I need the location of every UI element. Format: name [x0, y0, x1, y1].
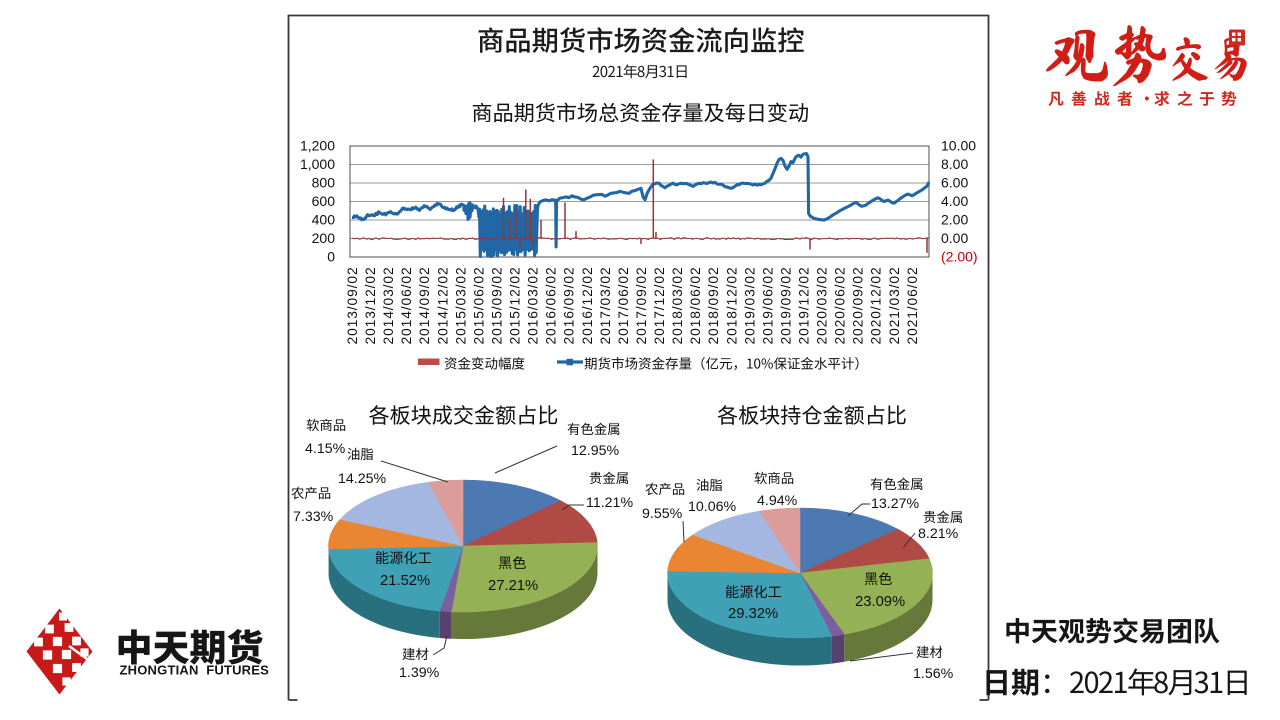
svg-text:2017/06/02: 2017/06/02: [616, 266, 631, 344]
svg-text:600: 600: [312, 193, 336, 209]
svg-text:2018/03/02: 2018/03/02: [670, 266, 685, 344]
svg-text:14.25%: 14.25%: [338, 471, 387, 487]
svg-text:800: 800: [312, 175, 336, 191]
svg-text:2020/12/02: 2020/12/02: [869, 266, 884, 344]
svg-text:6.00: 6.00: [941, 175, 968, 191]
svg-text:8.00: 8.00: [941, 156, 968, 172]
svg-text:12.95%: 12.95%: [571, 443, 620, 459]
svg-text:2020/03/02: 2020/03/02: [815, 266, 830, 344]
svg-text:2015/03/02: 2015/03/02: [453, 266, 468, 344]
svg-text:2019/09/02: 2019/09/02: [778, 266, 793, 344]
svg-text:2018/12/02: 2018/12/02: [724, 266, 739, 344]
svg-text:2013/09/02: 2013/09/02: [345, 266, 360, 344]
svg-text:4.15%: 4.15%: [305, 441, 346, 457]
svg-text:11.21%: 11.21%: [586, 495, 633, 511]
svg-text:2014/12/02: 2014/12/02: [435, 266, 450, 344]
svg-text:2016/06/02: 2016/06/02: [544, 266, 559, 344]
svg-text:27.21%: 27.21%: [488, 578, 538, 594]
svg-text:2021/06/02: 2021/06/02: [905, 266, 920, 344]
svg-text:2.00: 2.00: [941, 212, 968, 228]
svg-text:13.27%: 13.27%: [871, 496, 920, 512]
svg-text:ZHONGTIAN FUTURES: ZHONGTIAN FUTURES: [120, 663, 270, 678]
svg-text:2019/06/02: 2019/06/02: [760, 266, 775, 344]
svg-text:2013/12/02: 2013/12/02: [363, 266, 378, 344]
svg-text:2019/03/02: 2019/03/02: [742, 266, 757, 344]
svg-text:10.00: 10.00: [941, 138, 976, 154]
svg-text:2020/09/02: 2020/09/02: [851, 266, 866, 344]
svg-text:0.00: 0.00: [941, 230, 968, 246]
svg-text:29.32%: 29.32%: [728, 606, 778, 622]
svg-text:4.00: 4.00: [941, 193, 968, 209]
svg-text:8.21%: 8.21%: [918, 526, 959, 542]
svg-text:9.55%: 9.55%: [642, 506, 683, 522]
svg-text:2015/09/02: 2015/09/02: [490, 266, 505, 344]
svg-text:2014/03/02: 2014/03/02: [381, 266, 396, 344]
svg-text:2019/12/02: 2019/12/02: [797, 266, 812, 344]
svg-text:10.06%: 10.06%: [688, 499, 737, 515]
svg-text:400: 400: [312, 212, 336, 228]
svg-text:1.56%: 1.56%: [913, 666, 954, 682]
svg-text:2020/06/02: 2020/06/02: [833, 266, 848, 344]
svg-text:200: 200: [312, 230, 336, 246]
svg-text:2017/12/02: 2017/12/02: [652, 266, 667, 344]
svg-text:2017/09/02: 2017/09/02: [634, 266, 649, 344]
svg-text:0: 0: [327, 249, 335, 265]
svg-text:2016/12/02: 2016/12/02: [580, 266, 595, 344]
svg-text:2015/12/02: 2015/12/02: [508, 266, 523, 344]
svg-text:2014/06/02: 2014/06/02: [399, 266, 414, 344]
svg-text:4.94%: 4.94%: [757, 493, 798, 509]
svg-text:2018/09/02: 2018/09/02: [706, 266, 721, 344]
svg-text:21.52%: 21.52%: [380, 573, 430, 589]
svg-text:2021/03/02: 2021/03/02: [887, 266, 902, 344]
svg-text:2014/09/02: 2014/09/02: [417, 266, 432, 344]
svg-text:1,000: 1,000: [300, 156, 335, 172]
svg-text:2016/09/02: 2016/09/02: [562, 266, 577, 344]
svg-text:2015/06/02: 2015/06/02: [471, 266, 486, 344]
svg-text:1.39%: 1.39%: [399, 665, 440, 681]
svg-text:23.09%: 23.09%: [855, 594, 905, 610]
svg-text:2016/03/02: 2016/03/02: [526, 266, 541, 344]
svg-text:2018/06/02: 2018/06/02: [688, 266, 703, 344]
svg-text:7.33%: 7.33%: [293, 509, 334, 525]
svg-text:2017/03/02: 2017/03/02: [598, 266, 613, 344]
svg-text:1,200: 1,200: [300, 138, 335, 154]
svg-text:(2.00): (2.00): [941, 249, 978, 265]
